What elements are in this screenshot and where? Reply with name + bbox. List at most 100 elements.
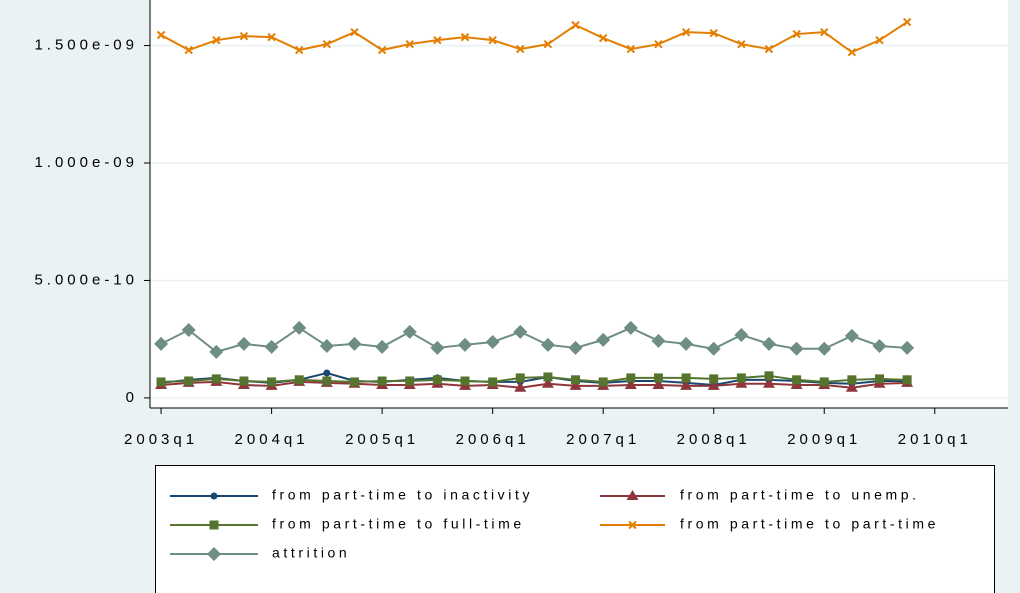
marker	[460, 32, 470, 42]
marker	[626, 490, 639, 500]
marker	[792, 29, 801, 39]
marker	[488, 377, 498, 387]
marker	[847, 375, 857, 385]
marker	[209, 520, 219, 530]
marker	[735, 377, 748, 388]
series-line	[160, 380, 908, 389]
y-tick-label: 0	[126, 389, 138, 406]
marker	[349, 377, 359, 387]
y-tick-label: 1.000e-09	[34, 154, 138, 171]
marker	[375, 339, 390, 354]
marker	[709, 28, 718, 38]
marker	[207, 547, 221, 561]
marker	[350, 27, 359, 37]
series-line	[160, 326, 908, 353]
marker	[624, 378, 637, 389]
marker	[210, 492, 218, 500]
marker	[211, 374, 221, 384]
legend-label: from part-time to inactivity	[272, 487, 533, 503]
marker	[652, 378, 665, 389]
legend-label: from part-time to full-time	[272, 516, 525, 532]
marker	[184, 45, 193, 55]
marker	[319, 338, 334, 353]
marker	[761, 336, 776, 351]
x-tick-label: 2009q1	[787, 431, 861, 448]
marker	[820, 27, 829, 37]
marker	[736, 373, 746, 383]
marker	[377, 45, 387, 55]
marker	[236, 336, 251, 351]
marker	[598, 33, 608, 43]
x-tick-label: 2005q1	[345, 431, 419, 448]
marker	[295, 45, 304, 55]
marker	[543, 39, 553, 49]
legend-label: from part-time to unemp.	[680, 487, 920, 503]
marker	[458, 337, 473, 352]
series-line	[161, 374, 908, 383]
marker	[292, 320, 307, 335]
marker	[515, 373, 525, 383]
x-tick-label: 2004q1	[235, 431, 309, 448]
marker	[460, 376, 470, 386]
marker	[516, 44, 525, 54]
marker	[323, 369, 331, 377]
marker	[294, 375, 304, 385]
marker	[405, 39, 414, 49]
marker	[541, 377, 554, 388]
marker	[571, 375, 581, 385]
marker	[377, 376, 387, 386]
marker	[764, 371, 774, 381]
marker	[209, 344, 224, 359]
marker	[514, 381, 527, 392]
marker	[513, 324, 528, 339]
marker	[181, 323, 196, 338]
marker	[651, 333, 666, 348]
x-tick-label: 2006q1	[456, 431, 530, 448]
marker	[543, 372, 553, 382]
marker	[654, 39, 663, 49]
marker	[488, 35, 497, 45]
marker	[679, 336, 694, 351]
marker	[817, 341, 832, 356]
legend-label: attrition	[272, 545, 350, 561]
marker	[681, 27, 691, 37]
marker	[845, 381, 858, 392]
marker	[485, 334, 500, 349]
series-line	[160, 21, 908, 54]
marker	[764, 44, 774, 54]
marker	[569, 379, 582, 390]
marker	[267, 377, 277, 387]
marker	[847, 47, 857, 57]
marker	[792, 375, 802, 385]
marker	[653, 373, 663, 383]
marker	[264, 339, 279, 354]
marker	[623, 320, 638, 335]
marker	[762, 377, 775, 388]
marker	[902, 375, 912, 385]
marker	[734, 327, 749, 342]
marker	[322, 376, 332, 386]
marker	[598, 377, 608, 387]
marker	[433, 35, 442, 45]
marker	[709, 374, 719, 384]
marker	[680, 379, 693, 390]
y-tick-label: 5.000e-10	[34, 271, 138, 288]
marker	[430, 340, 445, 355]
x-tick-label: 2008q1	[677, 431, 751, 448]
marker	[347, 336, 362, 351]
y-tick-label: 1.500e-09	[34, 37, 138, 54]
x-tick-label: 2003q1	[124, 431, 198, 448]
marker	[239, 376, 249, 386]
marker	[872, 338, 887, 353]
marker	[405, 376, 415, 386]
marker	[681, 373, 691, 383]
marker	[900, 340, 915, 355]
marker	[844, 328, 859, 343]
x-tick-label: 2010q1	[898, 431, 972, 448]
marker	[184, 376, 194, 386]
x-tick-label: 2007q1	[566, 431, 640, 448]
marker	[540, 337, 555, 352]
marker	[875, 35, 884, 45]
